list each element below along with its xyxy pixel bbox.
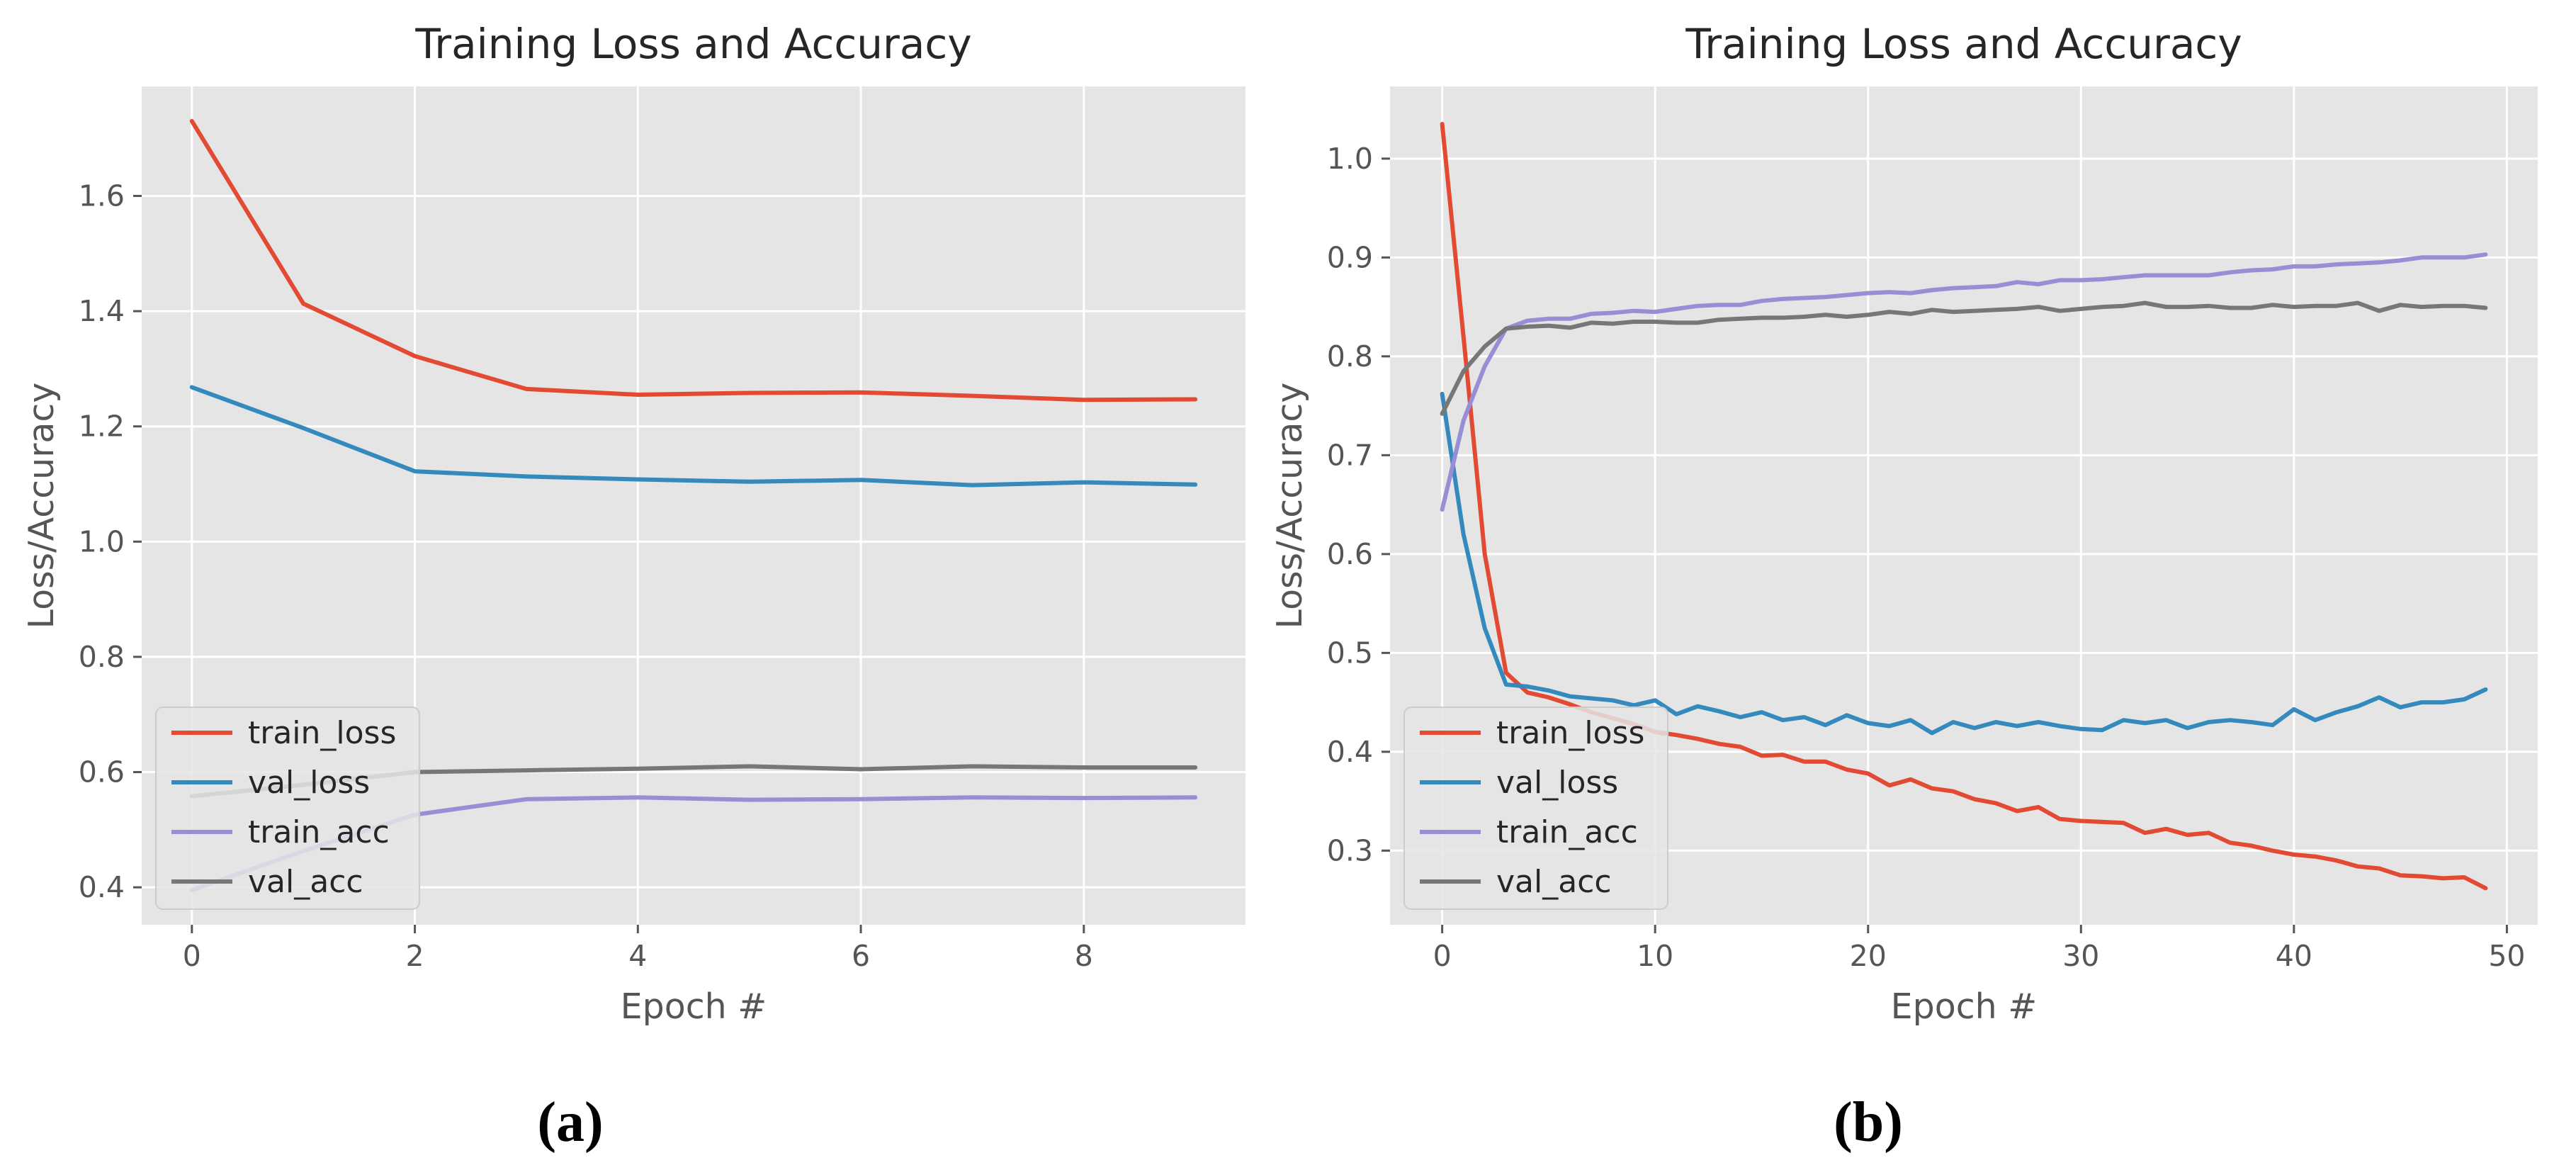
legend-label: train_loss — [1496, 715, 1644, 751]
panel-label: (b) — [1834, 1091, 1903, 1154]
legend-label: train_acc — [248, 814, 390, 850]
y-tick-label: 1.2 — [79, 410, 125, 444]
series-line-val_loss — [1440, 391, 2488, 736]
x-tick-label: 0 — [1433, 939, 1452, 973]
y-tick-label: 0.9 — [1327, 240, 1373, 274]
x-tick-label: 30 — [2062, 939, 2099, 973]
x-axis-label: Epoch # — [621, 986, 767, 1027]
series-line-val_loss — [189, 385, 1198, 488]
x-tick-label: 8 — [1075, 939, 1093, 973]
y-tick-label: 0.8 — [79, 640, 125, 674]
y-tick-label: 0.4 — [1327, 735, 1373, 769]
y-axis-label: Loss/Accuracy — [1270, 383, 1310, 629]
chart-panel-b: 0 10 20 30 40 50 0.3 0.4 0.5 0.6 0.7 0.8 0.9 1.0 Train… — [1270, 20, 2538, 1154]
legend-box — [1403, 707, 1668, 910]
y-tick-label: 1.6 — [79, 179, 125, 213]
y-axis-label: Loss/Accuracy — [21, 383, 62, 629]
panel-label: (a) — [537, 1091, 603, 1154]
x-tick-label: 40 — [2276, 939, 2312, 973]
y-tick-label: 0.6 — [1327, 537, 1373, 571]
y-tick-label: 0.6 — [79, 755, 125, 789]
legend-label: val_acc — [1496, 864, 1612, 900]
legend-label: val_loss — [1496, 765, 1618, 801]
legend-label: train_acc — [1496, 814, 1638, 850]
x-axis-label: Epoch # — [1891, 986, 2038, 1027]
y-tick-label: 1.0 — [1327, 142, 1373, 176]
chart-title: Training Loss and Accuracy — [1685, 20, 2242, 68]
legend-box — [155, 707, 420, 910]
x-tick-label: 4 — [628, 939, 647, 973]
y-tick-label: 0.8 — [1327, 339, 1373, 373]
y-tick-label: 0.3 — [1327, 833, 1373, 867]
series-line-val_acc — [1440, 300, 2488, 416]
legend-label: val_acc — [248, 864, 363, 900]
x-tick-label: 0 — [183, 939, 201, 973]
y-tick-label: 0.5 — [1327, 636, 1373, 670]
legend-label: val_loss — [248, 765, 370, 801]
chart-panel-a: 0 2 4 6 8 0.4 0.6 0.8 1.0 1.2 1.4 1.6 Training Loss … — [21, 20, 1245, 1154]
chart-title: Training Loss and Accuracy — [414, 20, 971, 68]
series-line-train_acc — [1440, 252, 2488, 512]
y-tick-label: 1.0 — [79, 524, 125, 558]
x-tick-label: 20 — [1850, 939, 1887, 973]
x-tick-label: 6 — [852, 939, 870, 973]
y-tick-label: 0.7 — [1327, 438, 1373, 472]
y-tick-label: 1.4 — [79, 294, 125, 328]
legend-label: train_loss — [248, 715, 396, 751]
x-tick-label: 10 — [1637, 939, 1673, 973]
x-tick-label: 2 — [406, 939, 424, 973]
x-tick-label: 50 — [2488, 939, 2525, 973]
series-line-train_loss — [189, 118, 1198, 403]
y-tick-label: 0.4 — [79, 870, 125, 904]
